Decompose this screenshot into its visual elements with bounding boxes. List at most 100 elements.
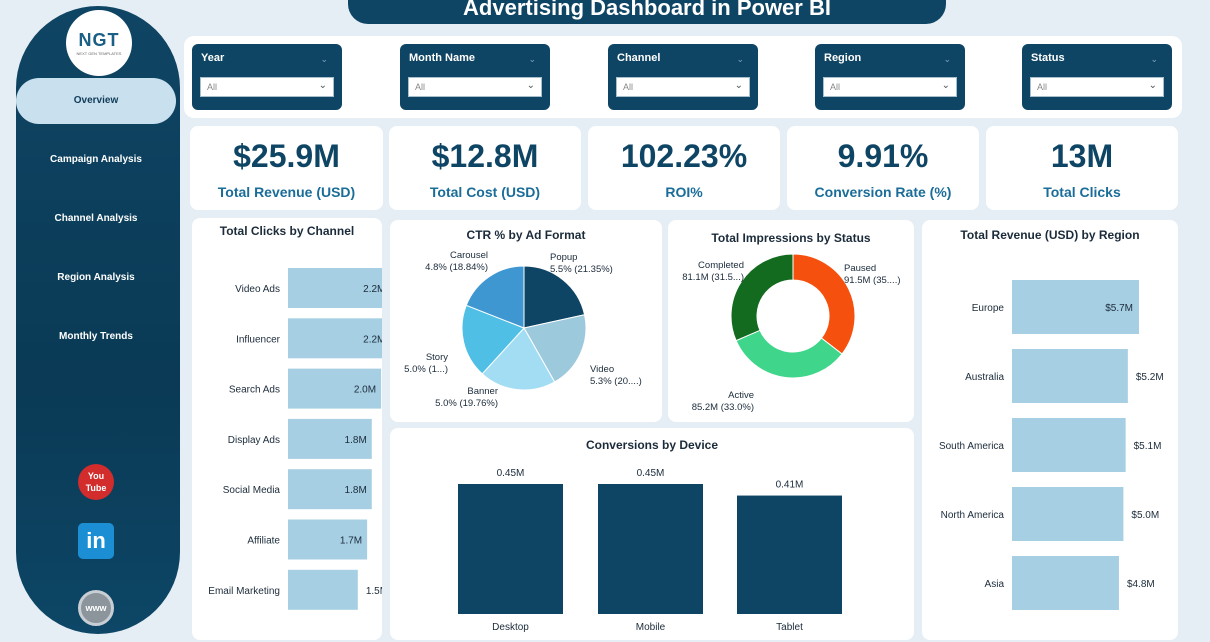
- slice-label: 5.0% (1...): [404, 364, 448, 375]
- data-label: 1.8M: [345, 435, 367, 446]
- category-label: Affiliate: [247, 536, 280, 547]
- category-label: Social Media: [223, 485, 281, 496]
- filter-label: Region: [824, 52, 862, 64]
- impressions-by-status-card: Total Impressions by Status Paused 91.5M …: [668, 220, 914, 422]
- ctr-by-ad-format-card: CTR % by Ad Format Popup 5.5% (21.35%) Vid…: [390, 220, 662, 422]
- clicks-by-channel-chart: Video Ads 2.2M Influencer 2.2M Search Ads 2.0…: [208, 268, 382, 610]
- slice-name: Video: [590, 364, 614, 375]
- data-label: $5.2M: [1136, 372, 1164, 383]
- pie-slice: [523, 265, 586, 329]
- chart-title: Total Revenue (USD) by Region: [960, 228, 1140, 242]
- bar: [1012, 418, 1126, 472]
- category-label: Mobile: [636, 622, 666, 633]
- youtube-icon[interactable]: You Tube: [78, 464, 114, 500]
- data-label: 2.0M: [354, 385, 376, 396]
- kpi-total-cost: $12.8M Total Cost (USD): [389, 126, 581, 210]
- pie-slice: [481, 327, 556, 391]
- filter-label: Year: [201, 52, 225, 64]
- data-label: 2.2M: [363, 334, 382, 345]
- filter-value: All: [623, 82, 634, 92]
- category-label: North America: [941, 510, 1005, 521]
- bar: [288, 268, 382, 308]
- donut-slice: [730, 253, 794, 342]
- year-dropdown[interactable]: All ⌄: [200, 77, 334, 97]
- chevron-down-icon[interactable]: ⌄: [526, 80, 535, 91]
- slice-label: 81.1M (31.5...): [682, 272, 744, 283]
- conversions-by-device-chart: 0.45M Desktop 0.45M Mobile 0.41M Tablet: [458, 468, 842, 633]
- bar: [1012, 556, 1119, 610]
- chevron-down-icon[interactable]: ⌄: [318, 80, 327, 91]
- slice-label: 4.8% (18.84%): [425, 262, 488, 273]
- slice-label: 85.2M (33.0%): [692, 402, 754, 413]
- chevron-down-icon[interactable]: ⌄: [1150, 54, 1158, 64]
- bar: [458, 484, 563, 614]
- kpi-label: Total Revenue (USD): [217, 184, 356, 200]
- bar: [288, 418, 372, 459]
- nav-item-campaign-analysis[interactable]: Campaign Analysis: [50, 154, 142, 165]
- chevron-down-icon[interactable]: ⌄: [1148, 80, 1157, 91]
- donut-slice: [735, 329, 843, 379]
- logo-subtext: NEXT GEN TEMPLATES: [76, 51, 122, 56]
- filter-value: All: [830, 82, 841, 92]
- region-filter[interactable]: Region ⌄ All ⌄: [815, 44, 965, 110]
- category-label: Tablet: [776, 622, 803, 633]
- chevron-down-icon[interactable]: ⌄: [941, 80, 950, 91]
- data-label: $5.7M: [1105, 303, 1133, 314]
- region-dropdown[interactable]: All ⌄: [823, 77, 957, 97]
- nav-item-channel-analysis[interactable]: Channel Analysis: [54, 213, 138, 224]
- status-dropdown[interactable]: All ⌄: [1030, 77, 1164, 97]
- bar: [288, 569, 358, 610]
- channel-filter[interactable]: Channel ⌄ All ⌄: [608, 44, 758, 110]
- category-label: Influencer: [236, 334, 281, 345]
- data-label: $5.1M: [1134, 441, 1162, 452]
- pie-slice: [461, 304, 525, 375]
- year-filter[interactable]: Year ⌄ All ⌄: [192, 44, 342, 110]
- month-name-dropdown[interactable]: All ⌄: [408, 77, 542, 97]
- filter-label: Channel: [617, 52, 661, 64]
- slice-label: 5.0% (19.76%): [435, 398, 498, 409]
- kpi-value: 9.91%: [837, 138, 929, 174]
- month-name-filter[interactable]: Month Name ⌄ All ⌄: [400, 44, 550, 110]
- chart-title: Conversions by Device: [585, 438, 719, 452]
- category-label: Video Ads: [235, 284, 280, 295]
- kpi-roi: 102.23% ROI%: [588, 126, 780, 210]
- sidebar: NGT NEXT GEN TEMPLATES Overview Campaign…: [16, 6, 180, 634]
- nav-item-overview[interactable]: Overview: [16, 78, 176, 124]
- kpi-label: Total Clicks: [1043, 184, 1121, 200]
- revenue-by-region-card: Total Revenue (USD) by Region Europe $5.7…: [922, 220, 1178, 640]
- chevron-down-icon[interactable]: ⌄: [734, 80, 743, 91]
- revenue-by-region-chart: Europe $5.7M Australia $5.2M South America $5…: [939, 280, 1164, 610]
- nav-item-region-analysis[interactable]: Region Analysis: [57, 272, 135, 283]
- filter-label: Status: [1031, 52, 1065, 64]
- pie-slice: [465, 265, 525, 329]
- slice-name: Active: [728, 390, 754, 401]
- channel-dropdown[interactable]: All ⌄: [616, 77, 750, 97]
- chevron-down-icon[interactable]: ⌄: [528, 54, 536, 64]
- chevron-down-icon[interactable]: ⌄: [943, 54, 951, 64]
- filter-value: All: [207, 82, 218, 92]
- nav-item-monthly-trends[interactable]: Monthly Trends: [59, 331, 133, 342]
- dashboard-title: Advertising Dashboard in Power BI: [348, 0, 946, 24]
- website-globe-icon[interactable]: www: [78, 590, 114, 626]
- filter-panel: Year ⌄ All ⌄ Month Name ⌄ All ⌄ Channel ⌄ …: [184, 36, 1182, 118]
- chevron-down-icon[interactable]: ⌄: [736, 54, 744, 64]
- kpi-value: $12.8M: [431, 138, 539, 174]
- slice-label: 5.3% (20....): [590, 376, 642, 387]
- category-label: South America: [939, 441, 1004, 452]
- category-label: Europe: [972, 303, 1005, 314]
- slice-name: Completed: [698, 260, 744, 271]
- chevron-down-icon[interactable]: ⌄: [320, 54, 328, 64]
- kpi-value: 102.23%: [620, 138, 748, 174]
- bar: [1012, 280, 1139, 334]
- kpi-value: $25.9M: [233, 138, 340, 174]
- status-filter[interactable]: Status ⌄ All ⌄: [1022, 44, 1172, 110]
- kpi-total-revenue: $25.9M Total Revenue (USD): [190, 126, 383, 210]
- kpi-total-clicks: 13M Total Clicks: [986, 126, 1178, 210]
- data-label: 2.2M: [363, 284, 382, 295]
- linkedin-icon[interactable]: in: [78, 523, 114, 559]
- bar: [288, 368, 382, 409]
- kpi-conversion-rate: 9.91% Conversion Rate (%): [787, 126, 979, 210]
- bar: [598, 484, 703, 614]
- pie-slice: [523, 314, 587, 383]
